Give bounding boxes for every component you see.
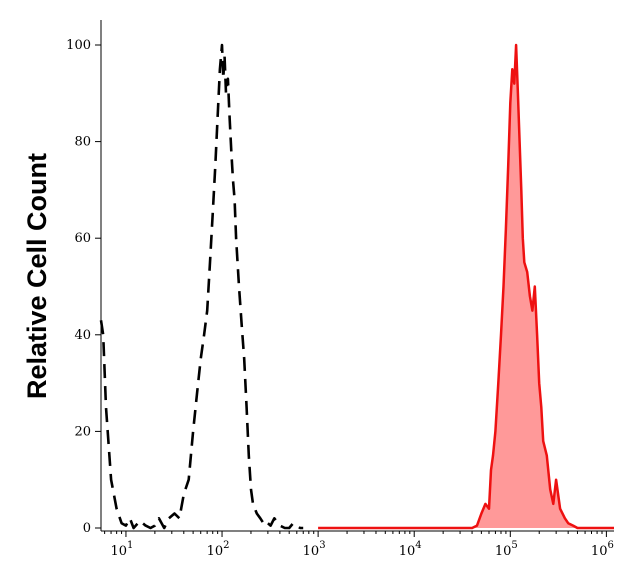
x-tick-label: 102	[207, 540, 230, 559]
control-histogram-line	[99, 43, 304, 530]
x-tick-label: 106	[591, 540, 614, 559]
y-tick-label: 80	[74, 135, 91, 150]
x-tick-label: 103	[303, 540, 326, 559]
y-tick-label: 0	[83, 521, 91, 536]
x-tick-label: 105	[495, 540, 518, 559]
y-tick-label: 60	[74, 231, 91, 246]
y-tick-label: 20	[74, 424, 91, 439]
y-tick-label: 100	[66, 38, 91, 53]
plot-area: 0 20 40 60 80 100 101 102 103 104 105 106	[66, 20, 614, 559]
x-tick-label: 104	[399, 540, 422, 559]
y-tick-label: 40	[74, 328, 91, 343]
positive-histogram-fill	[318, 45, 614, 528]
positive-histogram-line	[318, 43, 614, 530]
x-tick-label: 101	[110, 540, 133, 559]
y-axis-label: Relative Cell Count	[22, 153, 52, 399]
